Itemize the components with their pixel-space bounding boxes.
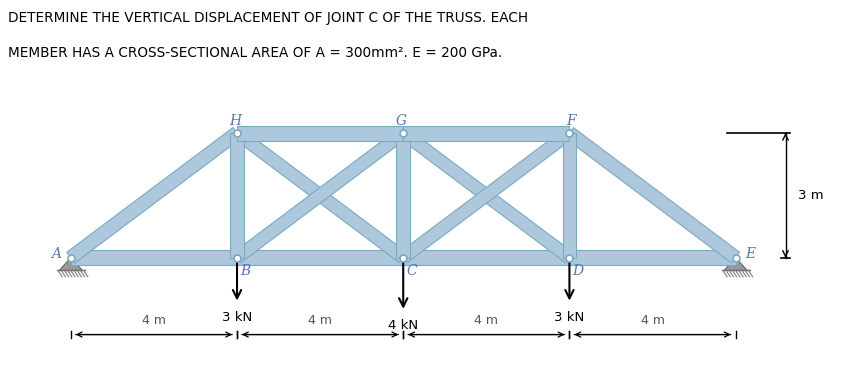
- Polygon shape: [67, 128, 241, 263]
- Polygon shape: [724, 258, 747, 271]
- Text: 4 m: 4 m: [308, 314, 332, 327]
- Polygon shape: [233, 128, 407, 263]
- Text: H: H: [229, 114, 241, 128]
- Text: 3 kN: 3 kN: [555, 311, 584, 324]
- Polygon shape: [231, 133, 243, 258]
- Polygon shape: [59, 258, 82, 271]
- Polygon shape: [570, 250, 735, 265]
- Text: 4 kN: 4 kN: [388, 319, 418, 332]
- Polygon shape: [399, 128, 573, 263]
- Polygon shape: [563, 133, 576, 258]
- Text: 4 m: 4 m: [142, 314, 166, 327]
- Polygon shape: [404, 250, 570, 265]
- Text: MEMBER HAS A CROSS-SECTIONAL AREA OF A = 300mm². E = 200 GPa.: MEMBER HAS A CROSS-SECTIONAL AREA OF A =…: [8, 46, 503, 60]
- Text: C: C: [406, 264, 417, 278]
- Polygon shape: [237, 250, 404, 265]
- Text: B: B: [240, 264, 250, 278]
- Text: F: F: [566, 114, 577, 128]
- Text: DETERMINE THE VERTICAL DISPLACEMENT OF JOINT C OF THE TRUSS. EACH: DETERMINE THE VERTICAL DISPLACEMENT OF J…: [8, 11, 528, 26]
- Text: 4 m: 4 m: [640, 314, 665, 327]
- Text: E: E: [745, 247, 756, 261]
- Polygon shape: [233, 128, 407, 263]
- Text: G: G: [395, 114, 407, 128]
- Text: 3 kN: 3 kN: [222, 311, 252, 324]
- Polygon shape: [71, 250, 237, 265]
- Polygon shape: [397, 133, 410, 258]
- Text: 4 m: 4 m: [474, 314, 499, 327]
- Text: 3 m: 3 m: [798, 189, 823, 202]
- Polygon shape: [404, 126, 570, 141]
- Polygon shape: [399, 128, 573, 263]
- Text: D: D: [572, 264, 583, 278]
- Text: A: A: [51, 247, 61, 261]
- Polygon shape: [237, 126, 404, 141]
- Polygon shape: [566, 128, 739, 263]
